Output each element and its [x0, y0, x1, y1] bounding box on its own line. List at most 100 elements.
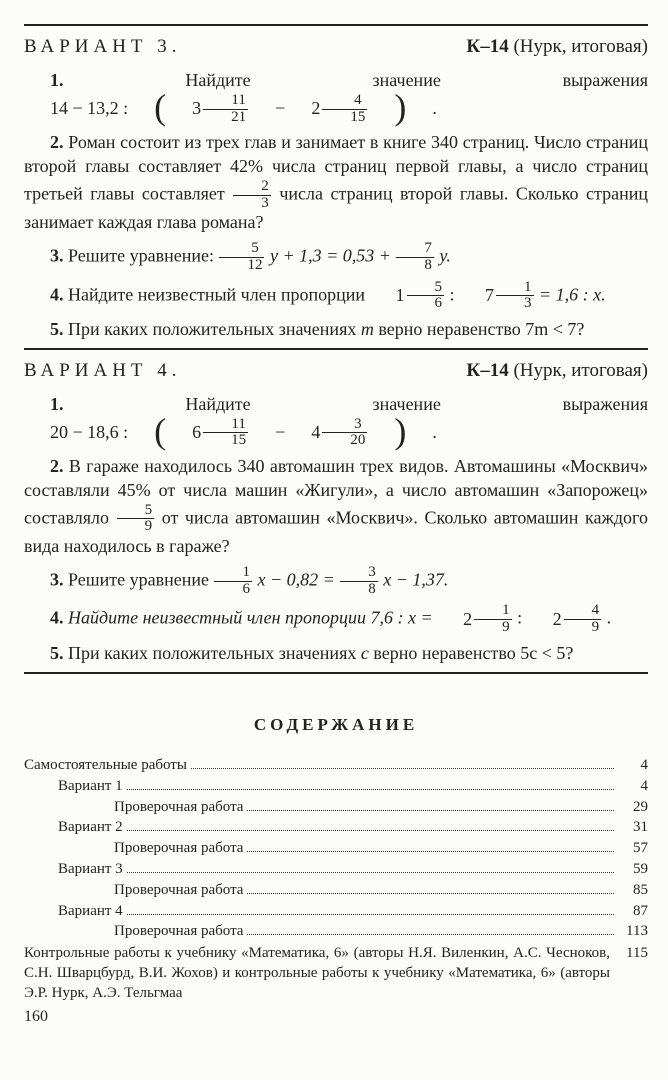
p4-mf2: 2 49	[527, 603, 603, 636]
p1-mf1: 6 1115	[166, 417, 249, 450]
toc-row: Проверочная работа 85	[24, 881, 648, 901]
variant3-title: ВАРИАНТ 3.	[24, 34, 182, 59]
variant4-klabel: К–14 (Нурк, итоговая)	[466, 358, 648, 383]
p1-formula: 14 − 13,2 : ( 3 1121 − 2 415 ) .	[24, 93, 437, 126]
toc-page: 57	[618, 839, 648, 859]
toc-dots	[247, 841, 614, 853]
variant3-klabel: К–14 (Нурк, итоговая)	[466, 34, 648, 59]
v4-p5: 5. При каких положительных значениях c в…	[24, 642, 648, 666]
toc-tail: Контрольные работы к учебнику «Математик…	[24, 944, 648, 1003]
p3-a: Решите уравнение:	[68, 245, 218, 265]
toc-row: Проверочная работа 113	[24, 922, 648, 942]
p4-a: Найдите неизвестный член пропорции	[68, 284, 370, 304]
toc-row: Проверочная работа29	[24, 798, 648, 818]
toc-tail-row: Контрольные работы к учебнику «Математик…	[24, 944, 648, 1003]
p4-mf2: 7 13	[459, 280, 535, 313]
toc-dots	[127, 862, 614, 874]
variant3-header: ВАРИАНТ 3. К–14 (Нурк, итоговая)	[24, 34, 648, 59]
p5-a: При каких положительных значениях	[68, 643, 361, 663]
p5-num: 5.	[50, 643, 68, 663]
p3-a: Решите уравнение	[68, 569, 213, 589]
toc-dots	[127, 820, 614, 832]
p1-text: Найдите значение выражения	[185, 70, 648, 90]
p5-var: m	[361, 319, 374, 339]
p2-num: 2.	[50, 132, 68, 152]
k14-rest: (Нурк, итоговая)	[509, 360, 648, 381]
p3-num: 3.	[50, 569, 68, 589]
variant4-title: ВАРИАНТ 4.	[24, 358, 182, 383]
toc-label: Проверочная работа	[114, 798, 243, 818]
toc-row: Вариант 14	[24, 777, 648, 797]
toc-page: 59	[618, 860, 648, 880]
toc-page: 113	[618, 922, 648, 942]
p3-mid: y + 1,3 = 0,53 +	[270, 245, 395, 265]
p1-end: .	[406, 97, 437, 121]
toc-label: Вариант 2	[58, 818, 123, 838]
p3-f2: 78	[396, 241, 434, 274]
toc-dots	[247, 924, 614, 936]
p3-mid: x − 0,82 =	[257, 569, 339, 589]
v3-p1: 1. Найдите значение выражения 14 − 13,2 …	[24, 69, 648, 125]
p4-a: Найдите неизвестный член пропорции 7,6 :…	[68, 608, 437, 628]
toc-row: Вариант 4 87	[24, 902, 648, 922]
p4-mid: :	[450, 284, 460, 304]
toc-label: Проверочная работа	[114, 922, 243, 942]
toc-title: СОДЕРЖАНИЕ	[24, 714, 648, 736]
p1-end: .	[406, 421, 437, 445]
toc-tail-label: Контрольные работы к учебнику «Математик…	[24, 944, 610, 1003]
p4-num: 4.	[50, 284, 68, 304]
p5-a: При каких положительных значениях	[68, 319, 361, 339]
toc-page: 31	[618, 818, 648, 838]
toc-label: Вариант 4	[58, 902, 123, 922]
page-number: 160	[24, 1006, 648, 1027]
toc-page: 4	[618, 777, 648, 797]
p4-end: = 1,6 : x.	[539, 284, 606, 304]
p1-mf2: 4 320	[285, 417, 368, 450]
toc-dots	[127, 903, 614, 915]
toc-row: Самостоятельные работы 4	[24, 756, 648, 776]
variant4-header: ВАРИАНТ 4. К–14 (Нурк, итоговая)	[24, 358, 648, 383]
p4-end: .	[607, 608, 612, 628]
toc-dots	[247, 799, 614, 811]
v3-p4: 4. Найдите неизвестный член пропорции 1 …	[24, 280, 648, 313]
p5-b: верно неравенство 7m < 7?	[374, 319, 585, 339]
p2-frac: 23	[233, 179, 271, 212]
p1-mf2: 2 415	[285, 93, 368, 126]
p3-f2: 38	[340, 565, 378, 598]
p5-var: c	[361, 643, 369, 663]
toc-page: 85	[618, 881, 648, 901]
v3-p3: 3. Решите уравнение: 512 y + 1,3 = 0,53 …	[24, 241, 648, 274]
toc-row: Вариант 3 59	[24, 860, 648, 880]
toc-page: 87	[618, 902, 648, 922]
v4-p4: 4. Найдите неизвестный член пропорции 7,…	[24, 603, 648, 636]
toc-row: Проверочная работа 57	[24, 839, 648, 859]
k14-rest: (Нурк, итоговая)	[509, 36, 648, 57]
p4-mf1: 2 19	[437, 603, 513, 636]
p4-mid: :	[517, 608, 527, 628]
toc-page: 4	[618, 756, 648, 776]
toc-tail-page: 115	[618, 944, 648, 964]
p1-mid: −	[249, 421, 285, 445]
toc-dots	[127, 778, 614, 790]
toc: Самостоятельные работы4Вариант 14Проверо…	[24, 756, 648, 942]
v4-p1: 1. Найдите значение выражения 20 − 18,6 …	[24, 393, 648, 449]
p1-mf1: 3 1121	[166, 93, 249, 126]
v3-p2: 2. Роман состоит из трех глав и занимает…	[24, 131, 648, 235]
top-rule	[24, 24, 648, 26]
p1-text: Найдите значение выражения	[185, 394, 648, 414]
p3-f1: 512	[219, 241, 264, 274]
toc-label: Самостоятельные работы	[24, 756, 187, 776]
p3-f1: 16	[214, 565, 252, 598]
p1-mid: −	[249, 97, 285, 121]
p1-formula: 20 − 18,6 : ( 6 1115 − 4 320 ) .	[24, 417, 437, 450]
k14-bold: К–14	[466, 36, 508, 57]
p3-num: 3.	[50, 245, 68, 265]
p5-num: 5.	[50, 319, 68, 339]
toc-label: Вариант 3	[58, 860, 123, 880]
p5-b: верно неравенство 5c < 5?	[369, 643, 574, 663]
v4-p2: 2. В гараже находилось 340 автомашин тре…	[24, 455, 648, 559]
toc-label: Проверочная работа	[114, 881, 243, 901]
toc-label: Проверочная работа	[114, 839, 243, 859]
p3-end: x − 1,37.	[383, 569, 448, 589]
p2-num: 2.	[50, 456, 69, 476]
